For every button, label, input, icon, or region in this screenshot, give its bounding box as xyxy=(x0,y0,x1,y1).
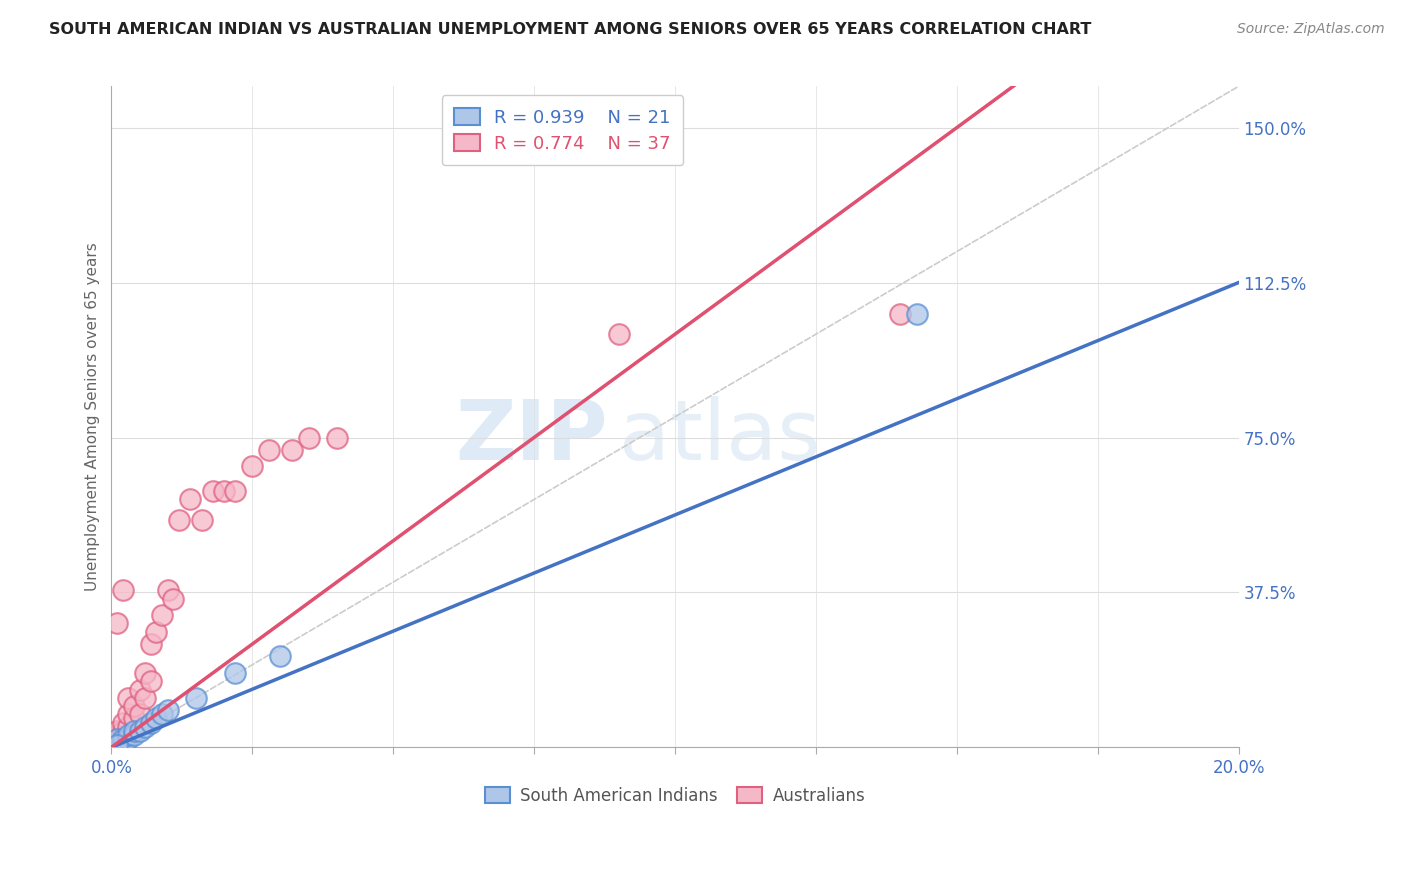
Point xyxy=(105,723,128,738)
Point xyxy=(122,728,145,742)
Point xyxy=(111,739,134,753)
Point xyxy=(179,492,201,507)
Point xyxy=(190,513,212,527)
Point xyxy=(134,690,156,705)
Point xyxy=(257,442,280,457)
Point xyxy=(111,723,134,738)
Point xyxy=(139,637,162,651)
Point xyxy=(122,723,145,738)
Point xyxy=(111,732,134,747)
Point xyxy=(145,711,167,725)
Point xyxy=(607,327,630,342)
Point xyxy=(117,720,139,734)
Point xyxy=(212,484,235,499)
Point xyxy=(889,307,911,321)
Point xyxy=(240,459,263,474)
Y-axis label: Unemployment Among Seniors over 65 years: Unemployment Among Seniors over 65 years xyxy=(86,243,100,591)
Point xyxy=(128,707,150,722)
Point xyxy=(156,703,179,717)
Point xyxy=(105,616,128,631)
Text: atlas: atlas xyxy=(619,396,820,477)
Point xyxy=(117,707,139,722)
Point xyxy=(905,307,928,321)
Point xyxy=(128,723,150,738)
Point xyxy=(298,430,321,444)
Point xyxy=(105,732,128,747)
Point xyxy=(105,739,128,753)
Text: SOUTH AMERICAN INDIAN VS AUSTRALIAN UNEMPLOYMENT AMONG SENIORS OVER 65 YEARS COR: SOUTH AMERICAN INDIAN VS AUSTRALIAN UNEM… xyxy=(49,22,1091,37)
Point xyxy=(224,665,246,680)
Point xyxy=(105,736,128,750)
Point xyxy=(111,583,134,598)
Point xyxy=(128,682,150,697)
Legend: South American Indians, Australians: South American Indians, Australians xyxy=(478,780,872,812)
Point xyxy=(224,484,246,499)
Point xyxy=(117,690,139,705)
Point xyxy=(145,624,167,639)
Point xyxy=(150,707,173,722)
Point xyxy=(281,442,304,457)
Point xyxy=(150,608,173,623)
Point xyxy=(139,715,162,730)
Point xyxy=(105,739,128,753)
Point xyxy=(326,430,349,444)
Point xyxy=(105,728,128,742)
Point xyxy=(122,699,145,714)
Point xyxy=(156,583,179,598)
Point xyxy=(134,720,156,734)
Point xyxy=(269,649,291,664)
Point xyxy=(111,715,134,730)
Text: Source: ZipAtlas.com: Source: ZipAtlas.com xyxy=(1237,22,1385,37)
Point xyxy=(167,513,190,527)
Text: ZIP: ZIP xyxy=(456,396,607,477)
Point xyxy=(111,732,134,747)
Point xyxy=(122,711,145,725)
Point xyxy=(117,728,139,742)
Point xyxy=(105,736,128,750)
Point xyxy=(162,591,184,606)
Point xyxy=(201,484,224,499)
Point xyxy=(111,734,134,748)
Point xyxy=(117,732,139,747)
Point xyxy=(105,732,128,747)
Point xyxy=(134,665,156,680)
Point xyxy=(139,674,162,689)
Point xyxy=(184,690,207,705)
